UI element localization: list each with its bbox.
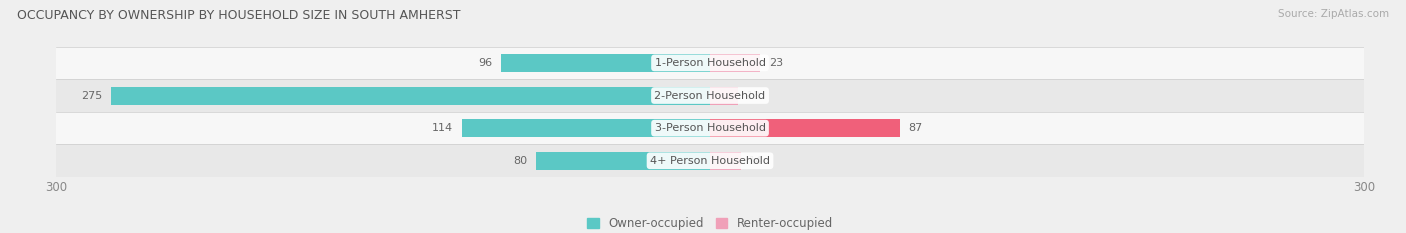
Text: 3-Person Household: 3-Person Household (655, 123, 765, 133)
Text: 14: 14 (749, 156, 763, 166)
Text: 114: 114 (432, 123, 453, 133)
Text: 13: 13 (747, 91, 761, 100)
Bar (56, 79, 1364, 112)
Bar (56, 47, 1364, 79)
Text: Source: ZipAtlas.com: Source: ZipAtlas.com (1278, 9, 1389, 19)
Bar (710, 152, 741, 170)
Text: 96: 96 (478, 58, 492, 68)
Text: 2-Person Household: 2-Person Household (654, 91, 766, 100)
Bar (501, 54, 710, 72)
Text: 4+ Person Household: 4+ Person Household (650, 156, 770, 166)
Bar (56, 144, 1364, 177)
Bar (710, 54, 761, 72)
Text: 80: 80 (513, 156, 527, 166)
Text: 1-Person Household: 1-Person Household (655, 58, 765, 68)
Bar (111, 86, 710, 104)
Bar (710, 119, 900, 137)
Bar (461, 119, 710, 137)
Text: 87: 87 (908, 123, 922, 133)
Text: 275: 275 (80, 91, 103, 100)
Legend: Owner-occupied, Renter-occupied: Owner-occupied, Renter-occupied (586, 217, 834, 230)
Bar (56, 112, 1364, 144)
Bar (710, 86, 738, 104)
Bar (536, 152, 710, 170)
Text: 23: 23 (769, 58, 783, 68)
Text: OCCUPANCY BY OWNERSHIP BY HOUSEHOLD SIZE IN SOUTH AMHERST: OCCUPANCY BY OWNERSHIP BY HOUSEHOLD SIZE… (17, 9, 460, 22)
